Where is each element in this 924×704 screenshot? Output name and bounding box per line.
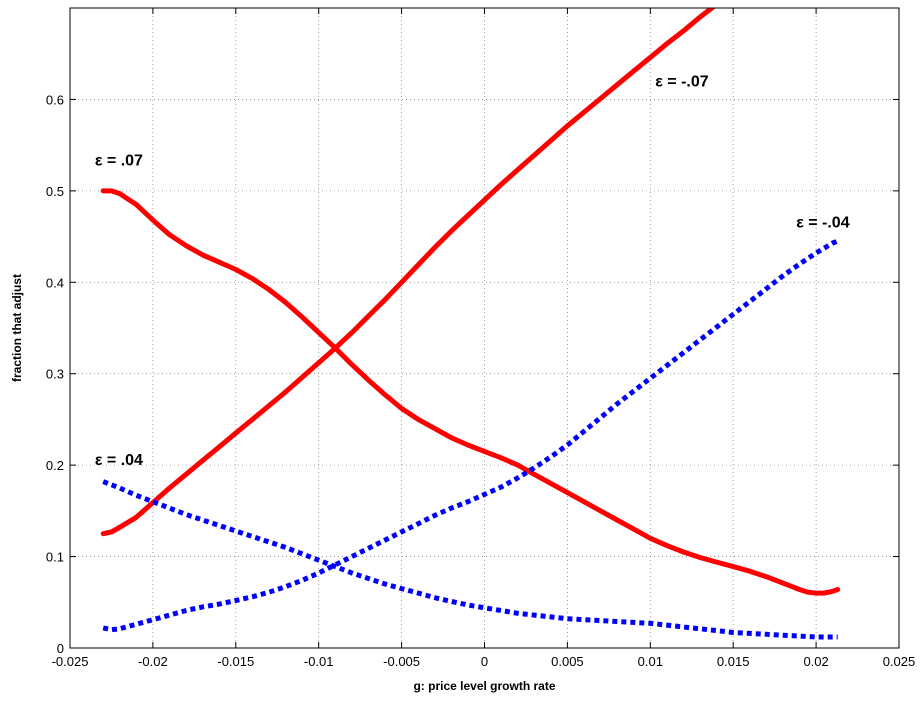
x-tick-label: -0.015: [217, 654, 254, 669]
x-tick-label: 0.005: [551, 654, 584, 669]
y-tick-label: 0.5: [46, 184, 64, 199]
plot-frame: [69, 7, 900, 649]
x-tick-label: -0.025: [52, 654, 89, 669]
x-axis-label: g: price level growth rate: [413, 679, 555, 693]
y-tick-label: 0.1: [46, 550, 64, 565]
x-tick-label: -0.01: [304, 654, 334, 669]
x-tick-label: -0.02: [138, 654, 168, 669]
y-tick-label: 0.3: [46, 367, 64, 382]
x-tick-label: 0: [481, 654, 488, 669]
blue-dotted-series-3: [102, 479, 838, 640]
series-annotation: ε = .04: [95, 452, 143, 469]
red-solid-series-1: [100, 188, 841, 596]
red-solid-series-0: [100, 8, 716, 537]
series-annotation: ε = .07: [95, 152, 143, 169]
series-annotation: ε = -.07: [655, 74, 709, 91]
series-lines: [100, 8, 841, 640]
x-tick-label: 0.01: [638, 654, 663, 669]
y-tick-label: 0: [57, 641, 64, 656]
y-tick-label: 0.4: [46, 275, 64, 290]
y-tick-labels: 0 0.1 0.2 0.3 0.4 0.5 0.6: [46, 92, 64, 656]
y-tick-label: 0.2: [46, 458, 64, 473]
series-annotation: ε = -.04: [796, 214, 850, 231]
x-tick-label: 0.025: [883, 654, 916, 669]
x-tick-label: 0.015: [717, 654, 750, 669]
grid: [69, 8, 900, 649]
blue-dotted-series-2: [102, 238, 839, 633]
x-tick-label: 0.02: [803, 654, 828, 669]
y-axis-label: fraction that adjust: [10, 274, 24, 382]
x-tick-label: -0.005: [383, 654, 420, 669]
annotations: ε = .07 ε = -.07 ε = -.04 ε = .04: [95, 74, 850, 470]
x-tick-labels: -0.025 -0.02 -0.015 -0.01 -0.005 0 0.005 0.01 0.…: [52, 654, 916, 669]
y-tick-label: 0.6: [46, 92, 64, 107]
